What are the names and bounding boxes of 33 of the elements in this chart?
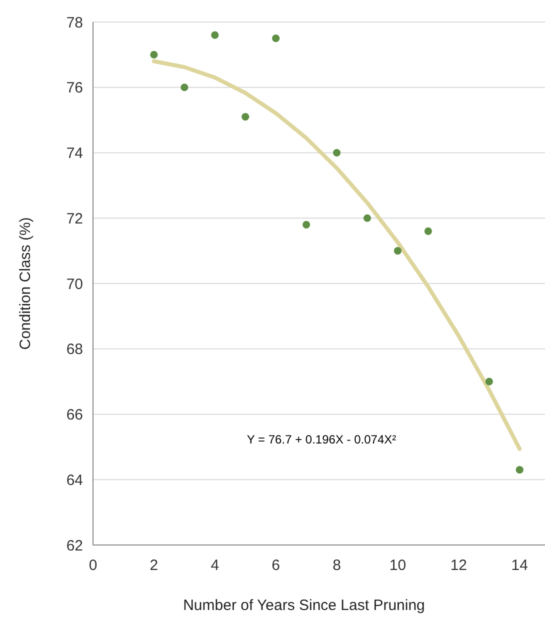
x-axis-title: Number of Years Since Last Pruning [183,597,425,614]
x-tick-label: 6 [272,557,280,574]
point [424,227,432,235]
point [394,247,402,255]
y-tick-label: 62 [66,537,83,554]
y-tick-label: 78 [66,14,83,32]
y-tick-label: 72 [66,210,83,228]
point [211,31,219,39]
point [272,34,280,42]
x-tick-label: 8 [332,557,341,574]
x-tick-label: 14 [511,557,528,574]
x-tick-label: 10 [389,557,406,574]
x-tick-label: 0 [88,557,98,574]
line-series [152,59,522,451]
y-axis-title: Condition Class (%) [17,217,34,350]
x-tick-label: 4 [210,557,220,574]
y-tick-label: 76 [66,80,83,97]
point [150,50,158,58]
y-tick-label: 64 [66,472,83,489]
y-tick-label: 66 [66,406,83,424]
point [332,148,341,157]
point [363,214,372,222]
x-tick-label: 2 [150,557,158,574]
y-tick-label: 68 [66,341,83,358]
point [302,220,310,228]
y-tick-label: 70 [66,276,83,293]
point [180,84,188,92]
annotation: Y = 76.7 + 0.196X - 0.074X² [246,432,396,447]
point [516,466,524,474]
y-tick-label: 74 [66,145,83,162]
x-tick-label: 12 [450,557,468,574]
point [485,378,493,386]
point [242,112,250,121]
